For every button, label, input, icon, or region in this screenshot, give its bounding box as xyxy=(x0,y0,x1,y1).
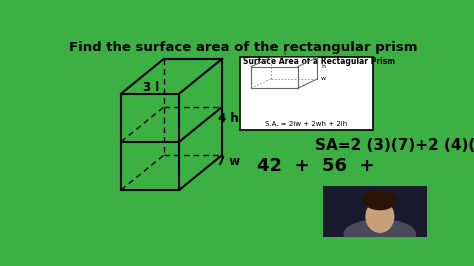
Text: Find the surface area of the rectangular prism: Find the surface area of the rectangular… xyxy=(69,41,417,54)
Ellipse shape xyxy=(344,219,416,250)
Bar xyxy=(323,186,427,237)
Bar xyxy=(240,57,373,130)
Text: Surface Area of a Rectagular Prism: Surface Area of a Rectagular Prism xyxy=(243,57,395,66)
Text: S.A. = 2lw + 2wh + 2lh: S.A. = 2lw + 2wh + 2lh xyxy=(265,120,347,127)
Text: 42  +  56  +: 42 + 56 + xyxy=(257,157,374,175)
Text: SA=2 (3)(7)+2 (4)(7)+2(3)(4): SA=2 (3)(7)+2 (4)(7)+2(3)(4) xyxy=(315,138,474,153)
Text: 4 h: 4 h xyxy=(218,112,238,125)
Text: l: l xyxy=(283,51,285,56)
Text: w: w xyxy=(321,76,326,81)
Text: 3 l: 3 l xyxy=(143,81,159,94)
Ellipse shape xyxy=(365,200,394,233)
Text: h: h xyxy=(321,64,325,69)
Ellipse shape xyxy=(363,190,396,210)
Text: 7 w: 7 w xyxy=(217,155,240,168)
